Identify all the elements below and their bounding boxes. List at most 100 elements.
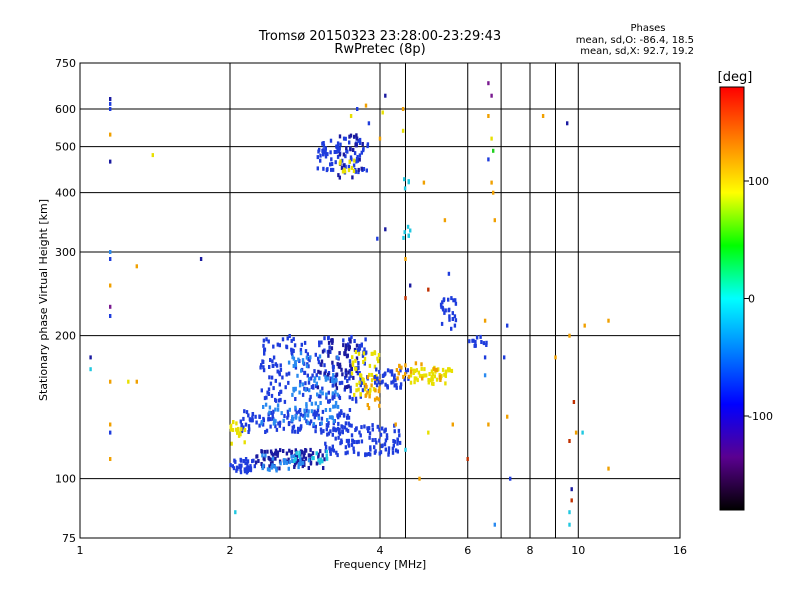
data-point [278,382,281,387]
data-point [354,358,357,363]
data-point [262,405,265,409]
data-point [312,422,316,427]
colorbar [719,86,745,511]
data-point [288,407,291,412]
data-point [232,420,235,424]
data-point [109,379,112,384]
data-point [298,427,301,432]
data-point [307,466,310,470]
data-point [298,462,301,467]
data-point [427,287,430,292]
data-point [265,428,269,433]
data-point [348,134,351,139]
y-tick-label: 300 [55,246,76,259]
data-point [379,450,383,455]
data-point [276,342,279,347]
data-point [346,428,350,433]
data-point [303,451,306,456]
data-point [361,142,364,146]
data-point [354,396,358,401]
data-point [361,380,364,385]
data-point [353,440,356,444]
data-point [324,408,328,412]
data-point [319,158,322,163]
data-point [607,318,610,323]
data-point [257,459,260,463]
data-point [337,173,340,178]
data-point [349,363,352,368]
data-point [492,148,495,153]
data-point [439,378,442,382]
data-point [314,401,317,406]
data-point [274,448,278,453]
data-point [299,456,302,461]
data-point [287,466,290,471]
data-point [351,360,355,365]
data-point [317,416,321,421]
data-point [109,107,112,111]
data-point [331,416,334,421]
data-point [327,431,331,436]
data-point [301,464,304,469]
data-point [109,283,112,288]
data-point [299,459,302,464]
data-point [364,453,367,458]
data-point [309,394,312,399]
data-point [351,355,354,360]
data-point [319,401,322,405]
data-point [353,347,357,352]
data-point [451,311,454,316]
data-point [317,455,320,460]
data-point [312,456,315,461]
data-point [109,159,112,164]
data-point [429,378,432,383]
data-point [444,381,447,386]
data-point [387,452,390,457]
data-point [384,382,387,387]
data-point [294,453,297,458]
data-point [342,152,346,157]
data-point [474,339,477,344]
data-point [247,424,251,429]
data-point [262,365,265,370]
data-point [315,461,319,466]
data-point [235,427,238,432]
data-point [317,458,320,463]
data-point [403,177,406,182]
data-point [423,367,426,372]
data-point [352,449,356,454]
data-point [89,355,92,360]
data-point [406,368,409,373]
data-point [307,409,310,414]
data-point [231,428,235,432]
data-point [135,264,138,269]
data-point [420,362,423,367]
data-point [269,381,273,386]
data-point [396,376,399,381]
data-point [279,363,282,368]
data-point [259,365,262,370]
data-point [284,385,287,390]
data-point [454,318,458,323]
data-point [427,378,430,382]
data-point [487,114,490,118]
data-point [332,404,335,409]
data-point [336,154,340,159]
x-tick-labels: 1 2 4 6 8 10 16 [77,544,688,557]
data-point [384,438,388,443]
data-point [239,470,243,475]
data-point [345,438,349,443]
data-point [315,373,318,378]
colorbar-tick-label: 100 [748,175,769,188]
data-point [269,358,272,362]
data-point [386,368,390,373]
data-point [366,390,369,395]
data-point [360,425,363,430]
data-point [490,136,493,141]
data-point [468,339,471,344]
data-point [376,356,379,361]
data-point [273,418,276,423]
data-point [264,402,268,407]
data-point [346,413,349,418]
data-point [306,413,310,418]
